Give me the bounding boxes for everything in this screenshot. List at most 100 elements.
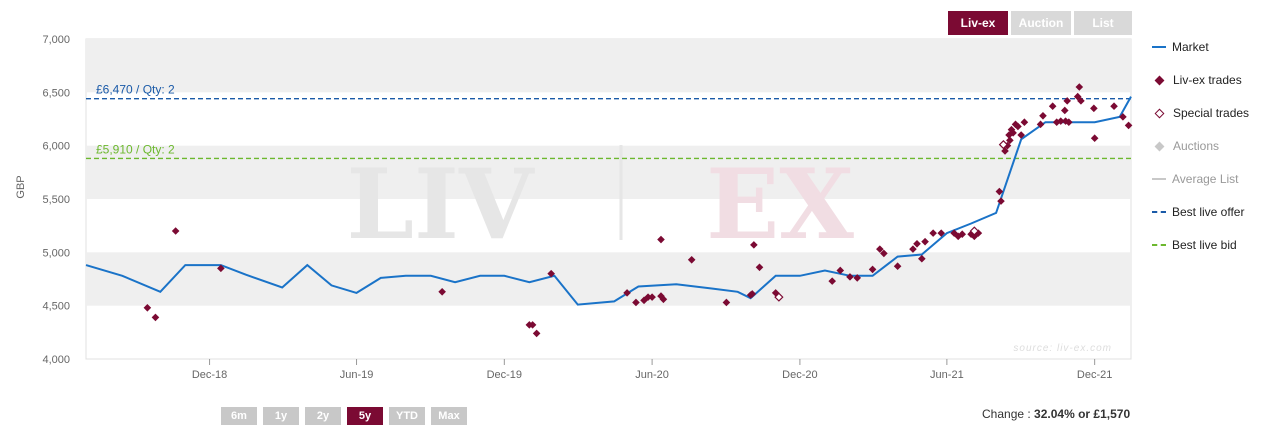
livex-trade-point[interactable] — [1039, 112, 1047, 120]
legend-item-auctions[interactable]: Auctions — [1152, 139, 1219, 153]
list-button[interactable]: List — [1074, 11, 1132, 35]
legend-item-best-live-offer[interactable]: Best live offer — [1152, 205, 1244, 219]
special-trade-point[interactable] — [774, 292, 784, 302]
auction-button[interactable]: Auction — [1011, 11, 1071, 35]
livex-trade-point[interactable] — [657, 235, 665, 244]
livex-trade-point[interactable] — [1090, 134, 1099, 142]
legend-item-market[interactable]: Market — [1152, 40, 1209, 54]
livex-trade-point[interactable] — [1056, 117, 1065, 125]
livex-trade-point[interactable] — [929, 229, 937, 237]
legend-diamond-icon — [1154, 141, 1165, 151]
livex-trade-point[interactable] — [171, 227, 180, 235]
livex-trade-point[interactable] — [1077, 97, 1085, 105]
best-live-offer-label: £6,470 / Qty: 2 — [96, 83, 175, 97]
livex-trade-point[interactable] — [1001, 147, 1009, 155]
livex-trade-point[interactable] — [755, 263, 764, 272]
livex-trade-point[interactable] — [623, 289, 631, 297]
range-button-6m[interactable]: 6m — [221, 407, 257, 425]
legend-label: Special trades — [1173, 106, 1250, 120]
livex-trade-point[interactable] — [217, 264, 225, 273]
livex-trade-point[interactable] — [1075, 83, 1084, 91]
livex-trade-point[interactable] — [1014, 122, 1022, 131]
legend-item-liv-ex-trades[interactable]: Liv-ex trades — [1152, 73, 1242, 87]
grid-band — [86, 252, 1131, 306]
legend-label: Average List — [1172, 172, 1239, 186]
livex-trade-point[interactable] — [1003, 141, 1012, 150]
livex-trade-point[interactable] — [648, 293, 656, 301]
y-tick-label: 5,000 — [42, 247, 70, 259]
livex-trade-point[interactable] — [659, 295, 668, 304]
livex-trade-point[interactable] — [1090, 104, 1098, 113]
livex-button[interactable]: Liv-ex — [948, 11, 1008, 35]
livex-trade-point[interactable] — [958, 230, 967, 238]
livex-trade-point[interactable] — [151, 313, 160, 322]
livex-trade-point[interactable] — [1007, 125, 1016, 134]
range-button-max[interactable]: Max — [431, 407, 467, 425]
legend-label: Best live bid — [1172, 238, 1237, 252]
legend-line-icon — [1152, 178, 1166, 180]
livex-trade-point[interactable] — [868, 265, 877, 274]
livex-trade-point[interactable] — [853, 274, 862, 282]
change-label: Change : — [982, 407, 1031, 421]
livex-trade-point[interactable] — [532, 329, 541, 338]
watermark: LIV EX — [347, 145, 854, 261]
livex-trade-point[interactable] — [722, 298, 731, 307]
livex-trade-point[interactable] — [909, 245, 917, 253]
legend-item-special-trades[interactable]: Special trades — [1152, 106, 1249, 120]
livex-trade-point[interactable] — [918, 254, 926, 263]
y-tick-label: 6,000 — [42, 141, 70, 153]
legend-item-average-list[interactable]: Average List — [1152, 172, 1239, 186]
special-trade-point[interactable] — [969, 226, 979, 236]
livex-trade-point[interactable] — [1020, 118, 1029, 126]
livex-trade-point[interactable] — [846, 273, 854, 281]
range-button-ytd[interactable]: YTD — [389, 407, 425, 425]
livex-trade-point[interactable] — [547, 269, 555, 278]
livex-trade-point[interactable] — [836, 266, 845, 275]
x-tick-label: Jun-20 — [635, 369, 669, 381]
special-trade-point[interactable] — [998, 139, 1009, 150]
livex-trade-point[interactable] — [1110, 102, 1118, 110]
livex-trade-point[interactable] — [995, 187, 1004, 196]
livex-trade-point[interactable] — [937, 229, 946, 237]
range-button-5y[interactable]: 5y — [347, 407, 383, 425]
livex-trade-point[interactable] — [921, 237, 929, 246]
livex-trade-point[interactable] — [1063, 97, 1072, 105]
livex-trade-point[interactable] — [640, 296, 648, 305]
legend-dashed-line-icon — [1152, 244, 1166, 246]
livex-trade-point[interactable] — [632, 298, 640, 307]
livex-trade-point[interactable] — [687, 256, 696, 264]
livex-trade-point[interactable] — [880, 249, 888, 258]
livex-trade-point[interactable] — [748, 290, 757, 298]
livex-trade-point[interactable] — [876, 245, 884, 253]
livex-trade-point[interactable] — [1065, 118, 1073, 126]
livex-trade-point[interactable] — [1006, 136, 1014, 145]
range-button-1y[interactable]: 1y — [263, 407, 299, 425]
market-series-line — [85, 96, 1132, 306]
legend-label: Liv-ex trades — [1173, 73, 1242, 87]
livex-trade-point[interactable] — [893, 262, 902, 270]
livex-trade-point[interactable] — [1009, 129, 1017, 137]
livex-trade-point[interactable] — [1005, 131, 1013, 139]
range-button-2y[interactable]: 2y — [305, 407, 341, 425]
x-tick-label: Jun-19 — [340, 369, 374, 381]
legend-item-best-live-bid[interactable]: Best live bid — [1152, 238, 1237, 252]
livex-trade-point[interactable] — [1060, 106, 1069, 115]
livex-trade-point[interactable] — [528, 321, 537, 329]
livex-trade-point[interactable] — [828, 277, 836, 285]
livex-trade-point[interactable] — [1036, 120, 1045, 129]
livex-trade-point[interactable] — [438, 288, 446, 296]
livex-trade-point[interactable] — [1017, 131, 1025, 139]
livex-trade-point[interactable] — [1124, 121, 1133, 130]
livex-trade-point[interactable] — [143, 304, 152, 312]
livex-trade-point[interactable] — [750, 241, 758, 249]
livex-trade-point[interactable] — [1048, 102, 1057, 110]
best-live-bid-label: £5,910 / Qty: 2 — [96, 142, 175, 156]
source-label: source: liv-ex.com — [1013, 343, 1112, 354]
livex-trade-point[interactable] — [1119, 113, 1127, 121]
livex-trade-point[interactable] — [913, 240, 921, 248]
y-axis-label: GBP — [15, 175, 27, 198]
livex-trade-point[interactable] — [967, 230, 975, 238]
livex-trade-point[interactable] — [997, 197, 1005, 205]
livex-trade-point[interactable] — [644, 293, 652, 301]
grid-band — [86, 39, 1131, 93]
